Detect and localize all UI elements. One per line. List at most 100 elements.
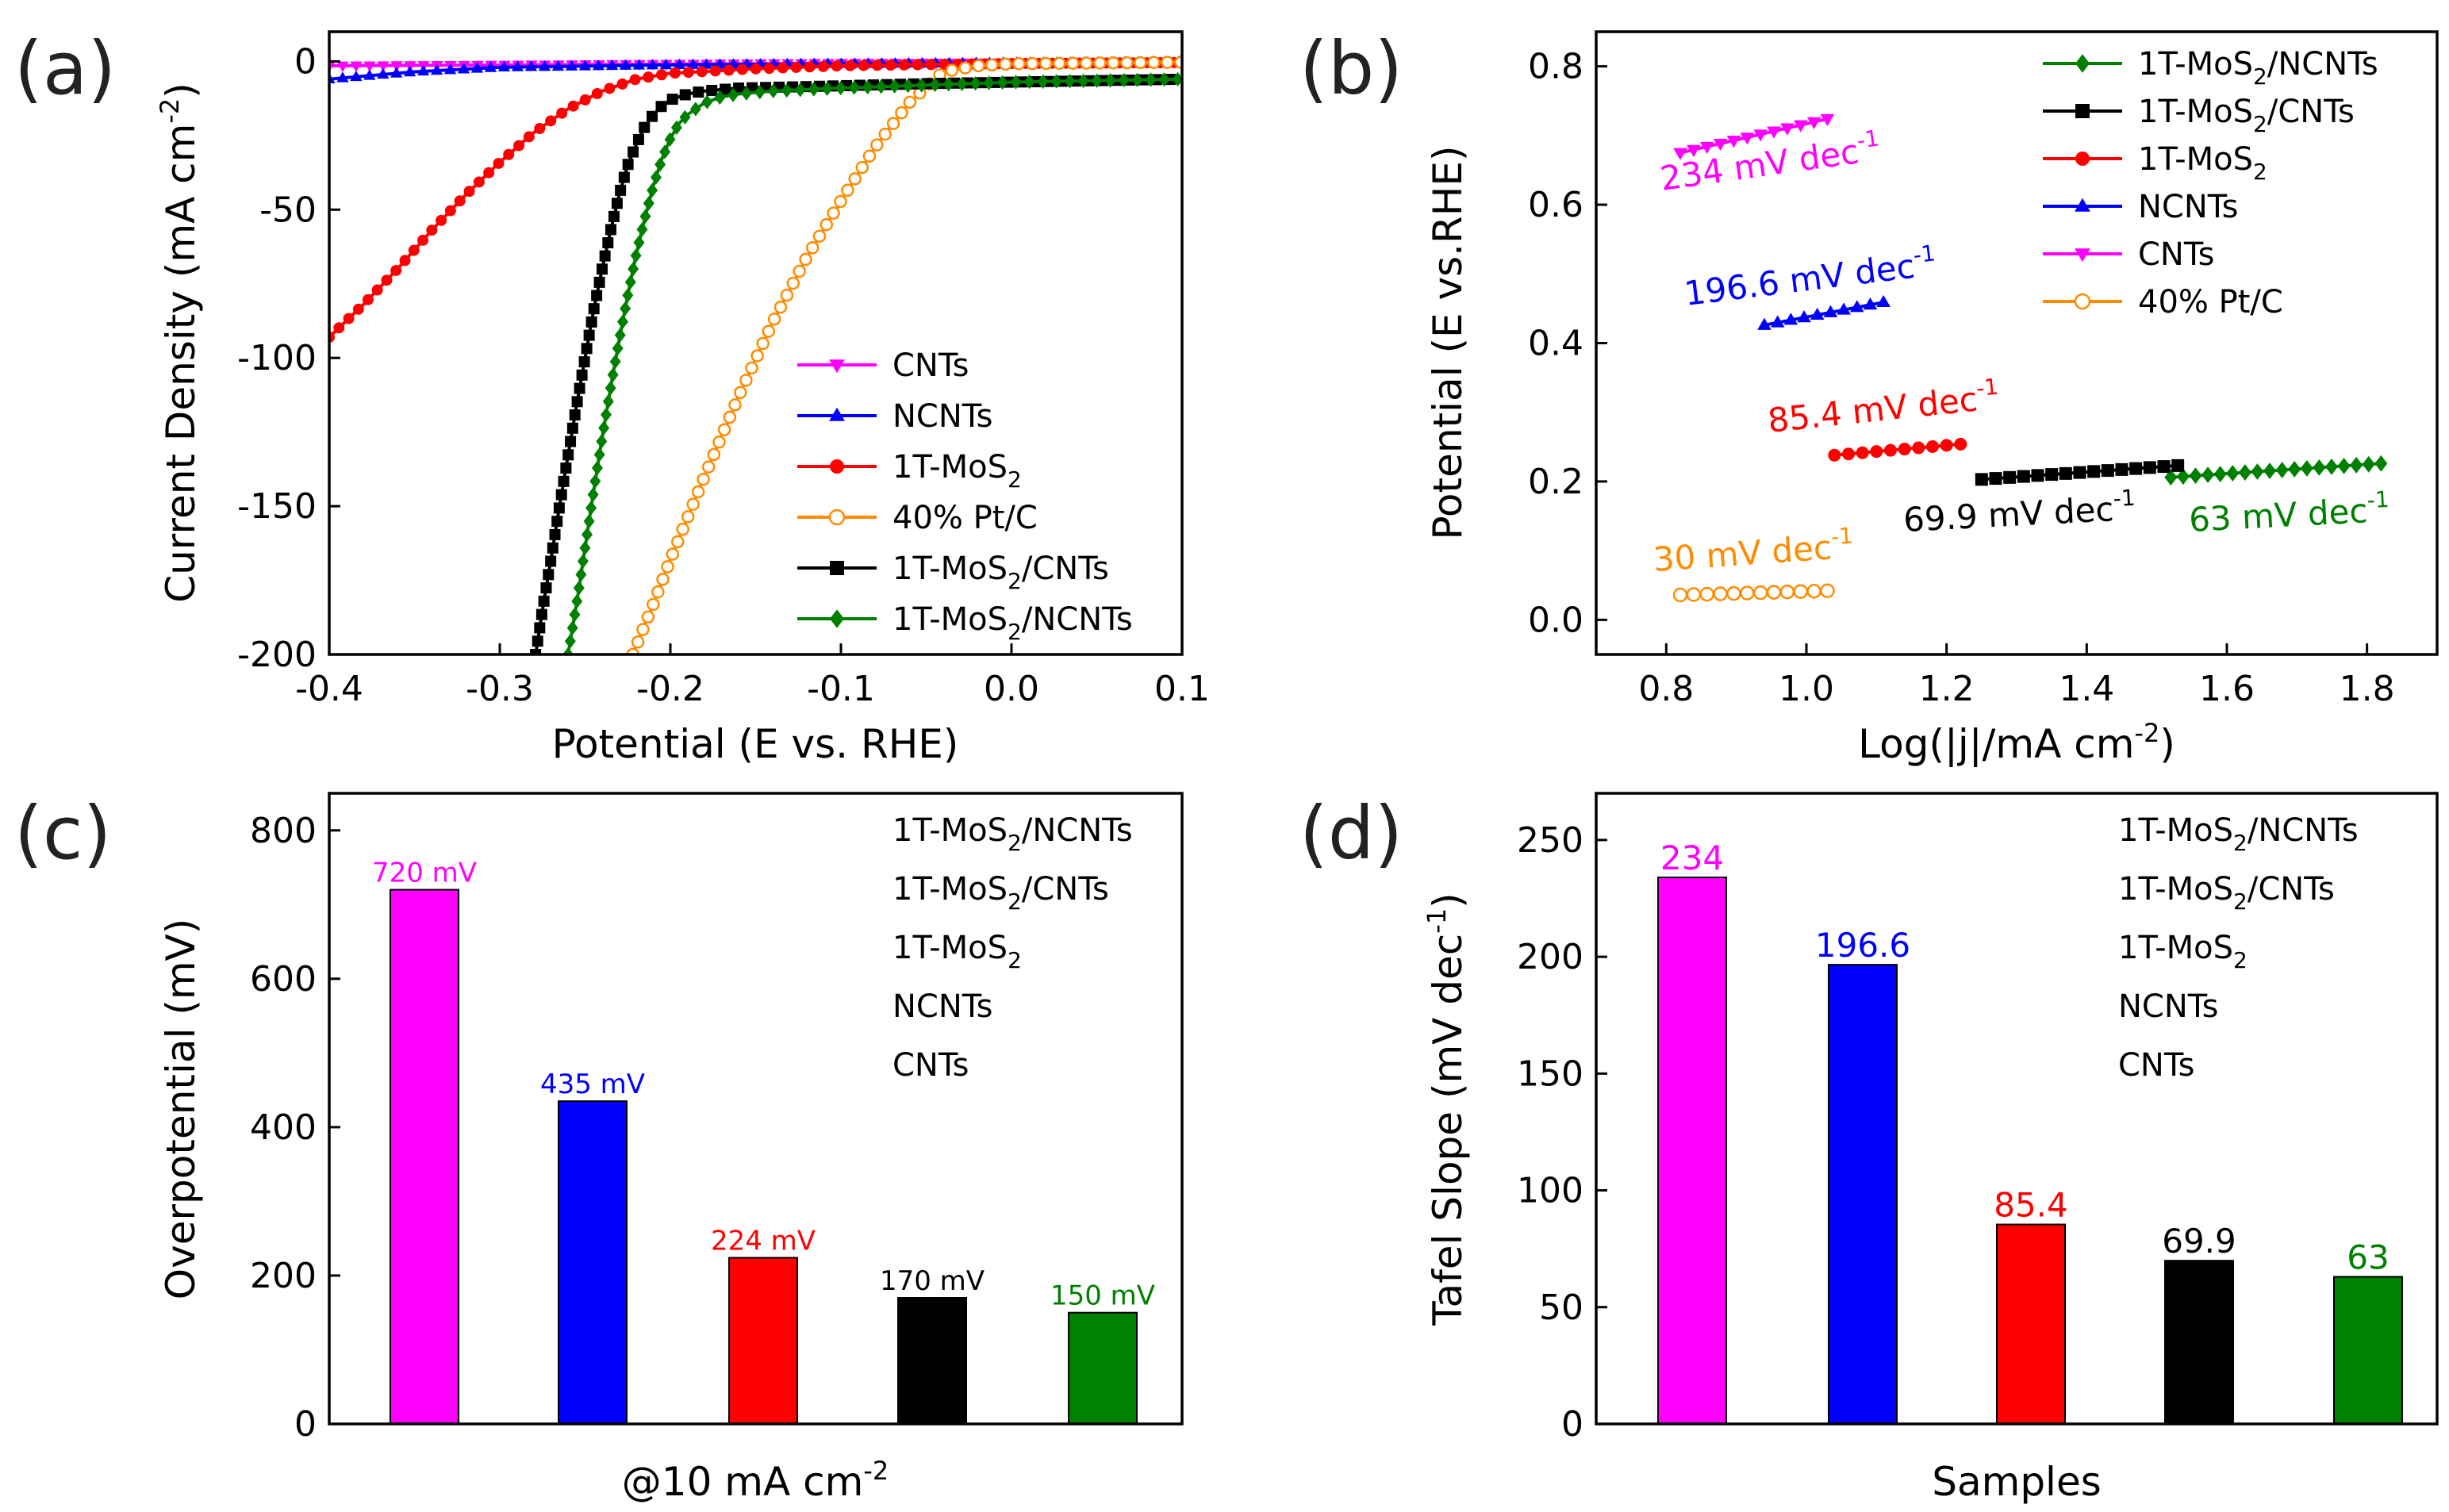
panel-c-ytick-label: 800 (250, 811, 317, 851)
panel-a-ytick-label: 0 (294, 41, 317, 82)
panel-b-point-ncnts (1863, 297, 1878, 310)
panel-b-point-1t-mos2 (1954, 437, 1967, 451)
panel-c-frame (328, 792, 1184, 1426)
panel-a-point-cnts (390, 61, 403, 72)
panel-c-bar-label-cnts: 720 mV (372, 858, 477, 889)
panel-c-label: (c) (14, 791, 111, 876)
panel-a-point-1t-mos2-ncnts (622, 288, 634, 303)
panel-a-point-1t-mos2-cnts (628, 146, 639, 158)
panel-a-point-1t-mos2-ncnts (754, 85, 766, 100)
panel-b-point-1t-mos2-ncnts (2189, 467, 2202, 485)
panel-a-point-40-pt-c (750, 349, 764, 363)
panel-a-point-1t-mos2-cnts (553, 502, 565, 514)
panel-a-ylabel: Current Density (mA cm-2) (155, 83, 204, 603)
panel-a-point-40-pt-c (773, 300, 788, 314)
panel-a-point-1t-mos2-cnts (581, 343, 593, 355)
panel-d-bar-label-ncnts: 196.6 (1815, 926, 1910, 965)
panel-b-legend-1t-mos2: 1T-MoS2 (2138, 141, 2267, 185)
panel-c-bar-label-1t-mos2: 224 mV (711, 1225, 816, 1257)
panel-a-point-1t-mos2 (871, 59, 883, 71)
panel-a-legend-1t-mos2-ncnts: 1T-MoS2/NCNTs (892, 601, 1133, 645)
panel-a-xtick-label: 0.1 (1154, 669, 1210, 709)
panel-a-point-1t-mos2 (352, 303, 364, 315)
panel-b-point-cnts (1687, 144, 1701, 157)
panel-a-point-cnts (350, 61, 363, 72)
panel-b-ylabel: Potential (E vs.RHE) (1425, 146, 1471, 540)
panel-d-ytick-label: 150 (1517, 1053, 1583, 1094)
panel-a-point-1t-mos2-ncnts (643, 196, 654, 211)
panel-a-point-1t-mos2-ncnts (1104, 73, 1116, 88)
panel-a-point-40-pt-c (1039, 56, 1053, 71)
panel-a-point-40-pt-c (805, 241, 820, 255)
panel-a-point-1t-mos2-ncnts (1131, 72, 1143, 87)
panel-c-bar-label-1t-mos2-cnts: 170 mV (880, 1265, 985, 1297)
panel-a-point-1t-mos2-ncnts (612, 340, 624, 356)
panel-b-point-40-pt-c (1806, 583, 1821, 599)
panel-b-legend-marker-1t-mos2-ncnts (2075, 54, 2090, 73)
panel-a-xtick-label: -0.3 (466, 669, 534, 709)
panel-a-point-1t-mos2-ncnts (616, 314, 628, 329)
panel-a-point-1t-mos2 (579, 94, 591, 106)
panel-a-point-1t-mos2-ncnts (577, 554, 589, 569)
panel-b-plot: 63 mV dec-1 69.9 mV dec-1 85.4 mV dec-1 196… (1528, 46, 2395, 709)
panel-a-legend-marker-40-pt-c (828, 508, 846, 526)
panel-a-xtick-label: -0.1 (807, 669, 875, 709)
panel-a-point-1t-mos2-cnts (593, 276, 605, 288)
panel-b-point-1t-mos2-cnts (2045, 468, 2059, 482)
panel-a-point-1t-mos2-cnts (558, 475, 570, 487)
panel-a-point-ncnts (457, 63, 470, 74)
panel-a-point-1t-mos2 (417, 234, 429, 246)
panel-a-point-40-pt-c (701, 460, 716, 474)
panel-c-ytick-label: 400 (250, 1107, 317, 1148)
panel-a-point-1t-mos2-cnts (530, 649, 542, 654)
panel-a-point-40-pt-c (1161, 56, 1174, 69)
panel-a-point-ncnts (632, 59, 646, 70)
panel-a-point-1t-mos2-ncnts (1091, 73, 1103, 88)
panel-b-point-1t-mos2-cnts (1989, 472, 2002, 485)
panel-b-point-1t-mos2 (1842, 447, 1855, 461)
panel-b-point-40-pt-c (1766, 585, 1782, 600)
panel-a-point-1t-mos2-cnts (611, 198, 623, 209)
panel-a-point-1t-mos2 (736, 63, 748, 75)
panel-b-point-cnts (1753, 129, 1768, 142)
panel-b-ytick-label: 0.2 (1528, 462, 1583, 502)
panel-d-legend-item: NCNTs (2118, 988, 2218, 1025)
panel-a-point-1t-mos2-cnts (585, 316, 597, 328)
panel-a-point-ncnts (416, 64, 430, 76)
panel-d-label: (d) (1299, 791, 1403, 876)
panel-b-point-40-pt-c (1672, 587, 1688, 603)
panel-a-point-1t-mos2-ncnts (1050, 74, 1062, 89)
panel-a-point-1t-mos2-ncnts (1037, 74, 1049, 89)
panel-a-point-40-pt-c (958, 61, 972, 75)
panel-b-xtick-label: 1.4 (2059, 669, 2114, 709)
panel-b-legend-1t-mos2-cnts: 1T-MoS2/CNTs (2138, 94, 2355, 137)
panel-b-point-ncnts (1876, 294, 1890, 308)
panel-a-point-1t-mos2 (763, 63, 775, 75)
panel-a-point-1t-mos2 (503, 148, 515, 160)
panel-a-point-1t-mos2-cnts (706, 84, 718, 96)
panel-b-legend-marker-cnts (2075, 248, 2090, 263)
panel-a-legend-marker-1t-mos2-ncnts (830, 609, 844, 628)
panel-a-point-1t-mos2-ncnts (609, 354, 621, 369)
panel-a-point-1t-mos2-cnts (602, 237, 614, 249)
panel-a-point-ncnts (363, 69, 376, 80)
panel-a-point-1t-mos2-ncnts (1158, 72, 1170, 87)
panel-a-point-ncnts (524, 60, 538, 71)
panel-c-ylabel: Overpotential (mV) (158, 919, 204, 1300)
panel-a-legend-40-pt-c: 40% Pt/C (892, 500, 1038, 536)
panel-a-point-1t-mos2 (912, 59, 923, 71)
panel-a-point-40-pt-c (697, 472, 710, 486)
panel-a-point-40-pt-c (712, 436, 726, 449)
panel-d-bar-1t-mos2-ncnts (2333, 1276, 2403, 1425)
panel-d-bar-1t-mos2-cnts (2164, 1260, 2234, 1426)
panel-d-legend-item: 1T-MoS2 (2118, 930, 2247, 973)
panel-a-point-1t-mos2-ncnts (835, 80, 846, 96)
panel-b-line-ncnts (1764, 301, 1884, 327)
panel-a-point-40-pt-c (756, 336, 770, 351)
panel-b: (b) 63 mV dec-1 69.9 mV dec-1 85.4 mV dec-… (1299, 26, 2439, 767)
panel-a-point-1t-mos2 (426, 224, 438, 236)
panel-b-point-1t-mos2 (1856, 446, 1869, 459)
panel-a-point-ncnts (377, 67, 390, 79)
panel-d-legend-item: 1T-MoS2/CNTs (2118, 871, 2335, 915)
panel-a-point-1t-mos2-cnts (534, 622, 546, 634)
